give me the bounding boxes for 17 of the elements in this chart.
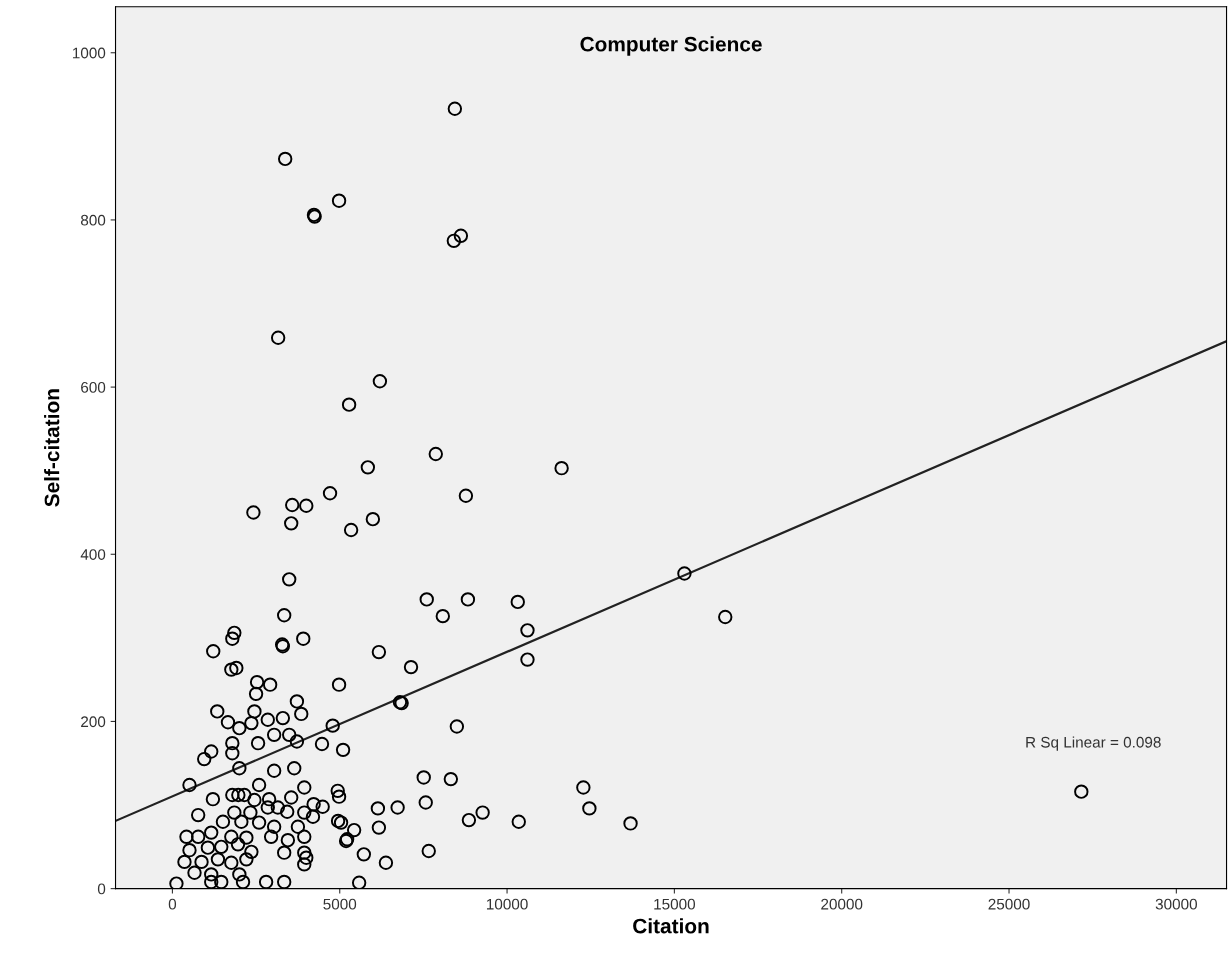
- y-tick-label: 800: [80, 214, 106, 226]
- x-tick-label: 20000: [821, 898, 863, 910]
- x-tick-label: 15000: [654, 898, 696, 910]
- y-tick-label: 600: [81, 381, 106, 393]
- x-tick-label: 0: [168, 898, 177, 910]
- y-tick-label: 400: [80, 549, 106, 560]
- y-tick-label: 1000: [72, 47, 106, 59]
- y-tick-label: 0: [97, 883, 106, 895]
- x-tick-label: 5000: [323, 898, 357, 910]
- x-tick-label: 30000: [1155, 898, 1197, 910]
- text: Computer Science: [580, 36, 762, 56]
- annotation: R Sq Linear = 0.098: [1026, 736, 1161, 751]
- y-axis-title: Self-citation: [44, 389, 60, 507]
- y-tick-label: 200: [81, 716, 106, 728]
- x-tick-label: 25000: [988, 898, 1030, 910]
- x-axis-title: Citation: [633, 918, 709, 934]
- x-tick-label: 10000: [486, 898, 528, 910]
